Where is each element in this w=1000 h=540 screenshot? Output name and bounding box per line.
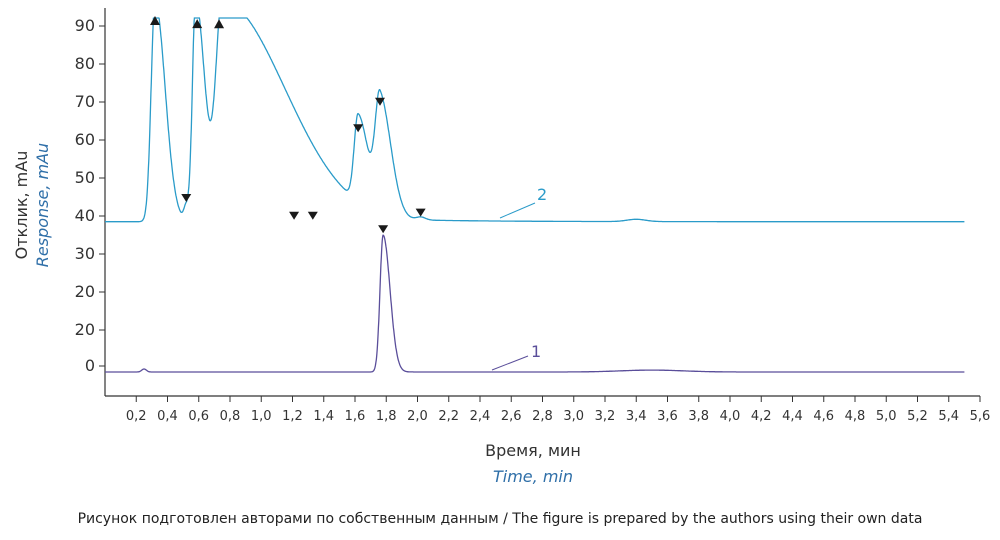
- x-axis-label: Время, мин: [485, 441, 581, 460]
- x-tick-label: 0,2: [126, 409, 147, 424]
- x-tick-label: 4,2: [751, 409, 772, 424]
- x-tick-label: 0,4: [157, 409, 178, 424]
- x-tick-label: 5,0: [876, 409, 897, 424]
- y-tick-label: 60: [75, 130, 95, 149]
- series-line-1: [105, 234, 965, 373]
- peak-marker: [353, 124, 364, 133]
- marker-layer: [150, 16, 426, 234]
- x-tick-label: 4,0: [720, 409, 741, 424]
- x-tick-label: 5,2: [907, 409, 928, 424]
- x-tick-label: 1,6: [345, 409, 366, 424]
- y-tick-labels: 90 80 70 60 50 40 30 20 20 0: [75, 16, 95, 375]
- x-tick-label: 4,4: [782, 409, 803, 424]
- x-tick-label: 3,0: [563, 409, 584, 424]
- series-leader-2: [499, 202, 536, 219]
- peak-marker: [415, 208, 426, 217]
- x-tick-label: 1,4: [313, 409, 334, 424]
- x-tick-label: 3,6: [657, 409, 678, 424]
- x-tick-label: 2,8: [532, 409, 553, 424]
- x-tick-label: 1,8: [376, 409, 397, 424]
- peak-marker: [375, 97, 385, 106]
- peak-marker: [378, 225, 389, 234]
- x-tick-label: 4,6: [813, 409, 834, 424]
- y-axis-label: Отклик, mAu: [12, 151, 31, 260]
- y-tick-label: 50: [75, 168, 95, 187]
- series-label-2: 2: [537, 185, 547, 204]
- y-tick-label: 20: [75, 282, 95, 301]
- series-leader-1: [491, 355, 529, 371]
- y-tick-label: 90: [75, 16, 95, 35]
- x-tick-label: 0,8: [220, 409, 241, 424]
- y-tick-label: 0: [85, 356, 95, 375]
- peak-marker: [181, 194, 192, 203]
- x-tick-label: 5,6: [970, 409, 991, 424]
- series-label-1: 1: [531, 342, 541, 361]
- x-tick-label: 3,4: [626, 409, 647, 424]
- peak-marker: [214, 19, 225, 29]
- figure-caption: Рисунок подготовлен авторами по собствен…: [78, 511, 923, 527]
- x-axis-label-en: Time, min: [493, 467, 573, 486]
- y-tick-label: 40: [75, 206, 95, 225]
- y-tick-label: 20: [75, 320, 95, 339]
- series-layer: [105, 17, 965, 373]
- x-tick-label: 2,2: [438, 409, 459, 424]
- series-line-2: [105, 17, 965, 223]
- peak-marker: [150, 16, 160, 25]
- x-tick-label: 4,8: [845, 409, 866, 424]
- x-tick-label: 2,0: [407, 409, 428, 424]
- x-tick-label: 3,8: [688, 409, 709, 424]
- x-tick-label: 2,4: [470, 409, 491, 424]
- peak-marker: [289, 211, 300, 220]
- x-tick-labels: 0,2 0,4 0,6 0,8 1,0 1,2 1,4 1,6 1,8 2,0 2,2 2,4 2,6 2…: [126, 409, 990, 424]
- y-tick-label: 70: [75, 92, 95, 111]
- y-tick-label: 80: [75, 54, 95, 73]
- axes-layer: [99, 8, 981, 402]
- x-tick-label: 0,6: [188, 409, 209, 424]
- peak-marker: [192, 19, 203, 29]
- x-tick-label: 2,6: [501, 409, 522, 424]
- y-axis-label-en: Response, mAu: [33, 143, 52, 267]
- x-tick-label: 3,2: [595, 409, 616, 424]
- x-tick-label: 1,2: [282, 409, 303, 424]
- x-tick-label: 1,0: [251, 409, 272, 424]
- y-tick-label: 30: [75, 244, 95, 263]
- peak-marker: [307, 211, 318, 220]
- x-tick-label: 5,4: [938, 409, 959, 424]
